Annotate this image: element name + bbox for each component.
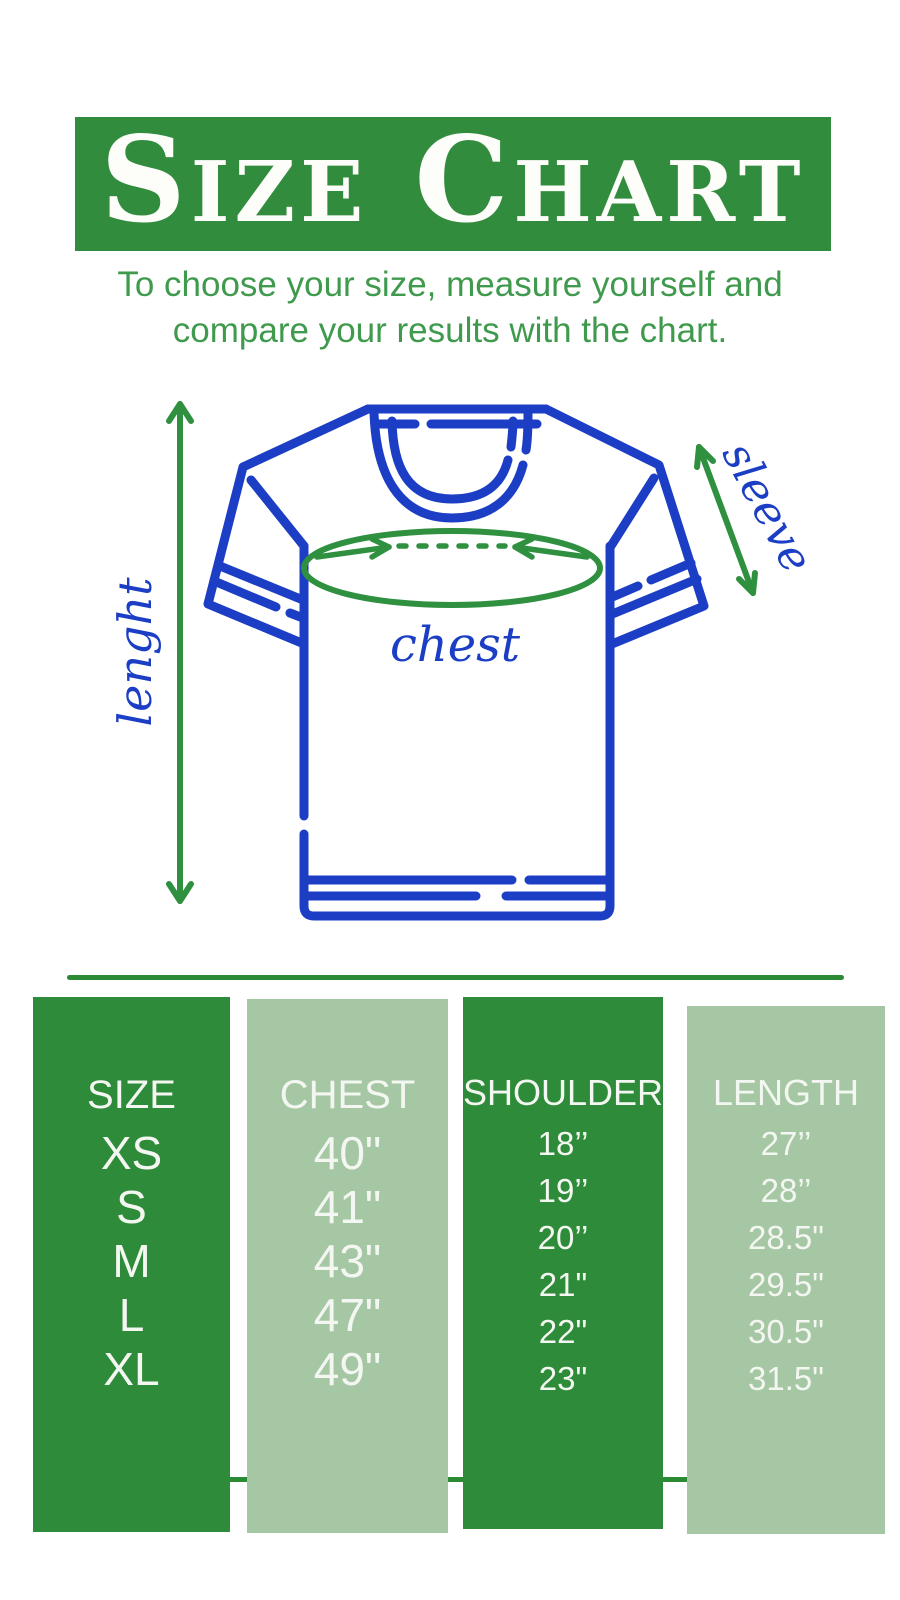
chest-ellipse-icon — [301, 528, 603, 608]
size-value: S — [116, 1181, 147, 1233]
size-value: L — [118, 1289, 145, 1341]
measurement-marks — [166, 401, 758, 904]
table-column-chest: CHEST 40" 41" 43" 47" 49" — [247, 999, 448, 1533]
subtitle: To choose your size, measure yourself an… — [0, 262, 900, 354]
subtitle-line-2: compare your results with the chart. — [172, 311, 728, 350]
chest-arrows-icon — [314, 536, 590, 560]
table-column-shoulder: SHOULDER 18’’ 19’’ 20’’ 21" 22" 23" — [463, 997, 663, 1529]
column-header-shoulder: SHOULDER — [463, 1072, 664, 1113]
length-value: 31.5" — [748, 1360, 824, 1397]
chest-value: 47" — [313, 1289, 382, 1341]
chest-label: chest — [389, 617, 521, 673]
column-header-size: SIZE — [87, 1073, 176, 1117]
size-value: XL — [103, 1343, 160, 1395]
length-value: 27’’ — [760, 1125, 812, 1162]
size-value: XS — [100, 1127, 163, 1179]
length-value: 30.5" — [748, 1313, 824, 1350]
page-title: Size Chart — [100, 110, 806, 249]
shoulder-value: 22" — [538, 1313, 588, 1350]
tshirt-outline-icon — [203, 404, 709, 921]
length-arrow-icon — [166, 401, 194, 904]
chest-value: 49" — [313, 1343, 382, 1395]
table-top-rule — [67, 975, 844, 980]
table-bottom-rule — [67, 1477, 844, 1482]
sleeve-arrow-icon — [694, 444, 758, 596]
subtitle-line-1: To choose your size, measure yourself an… — [117, 265, 783, 304]
chest-value: 40" — [313, 1127, 382, 1179]
length-label: lenght — [108, 577, 162, 727]
shoulder-value: 18’’ — [537, 1125, 589, 1162]
shoulder-value: 20’’ — [537, 1219, 589, 1256]
chest-value: 41" — [313, 1181, 382, 1233]
title-banner: Size Chart — [75, 117, 831, 251]
shoulder-value: 23" — [538, 1360, 588, 1397]
shoulder-value: 19’’ — [537, 1172, 589, 1209]
length-value: 29.5" — [748, 1266, 824, 1303]
size-value: M — [112, 1235, 151, 1287]
column-header-length: LENGTH — [712, 1072, 860, 1113]
table-column-length: LENGTH 27’’ 28’’ 28.5" 29.5" 30.5" 31.5" — [687, 1006, 885, 1534]
column-header-chest: CHEST — [279, 1073, 416, 1117]
length-value: 28.5" — [748, 1219, 824, 1256]
table-column-size: SIZE XS S M L XL — [33, 997, 230, 1532]
tshirt-diagram — [166, 401, 758, 921]
chest-value: 43" — [313, 1235, 382, 1287]
length-value: 28’’ — [760, 1172, 812, 1209]
shoulder-value: 21" — [538, 1266, 588, 1303]
